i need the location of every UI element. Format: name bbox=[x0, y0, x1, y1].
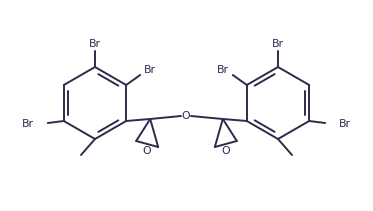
Text: Br: Br bbox=[272, 39, 284, 49]
Text: Br: Br bbox=[217, 65, 229, 75]
Text: O: O bbox=[222, 146, 230, 156]
Text: O: O bbox=[182, 111, 190, 121]
Text: Br: Br bbox=[339, 119, 351, 129]
Text: O: O bbox=[143, 146, 151, 156]
Text: Br: Br bbox=[144, 65, 156, 75]
Text: Br: Br bbox=[22, 119, 34, 129]
Text: Br: Br bbox=[89, 39, 101, 49]
